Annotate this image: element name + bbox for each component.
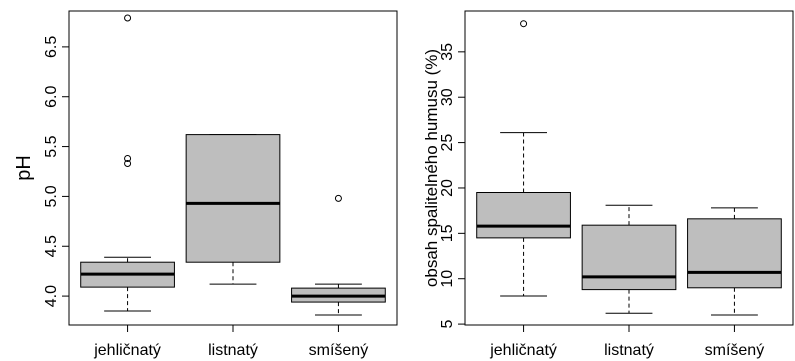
humus-y-axis-title: obsah spalitelného humusu (%) [422, 49, 441, 287]
ph-x-tick-label: jehličnatý [93, 342, 161, 359]
ph-y-tick-label: 5.5 [43, 135, 60, 157]
ph-y-tick-label: 6.0 [43, 86, 60, 108]
outlier-point [124, 160, 132, 168]
ph-y-tick-label: 6.5 [43, 36, 60, 58]
outlier-point [334, 194, 342, 202]
humus-y-tick-label: 15 [439, 224, 456, 242]
outlier-point [124, 155, 132, 163]
humus-y-tick-label: 30 [439, 88, 456, 106]
humus-box-3 [687, 207, 782, 316]
interquartile-box [185, 134, 281, 263]
outlier-point [520, 20, 528, 28]
ph-box-1 [80, 14, 175, 312]
ph-y-tick-label: 5.0 [43, 185, 60, 207]
ph-box-2 [185, 134, 281, 285]
humus-y-tick-label: 35 [439, 43, 456, 61]
ph-x-tick-label: smíšený [309, 342, 369, 359]
interquartile-box [581, 224, 677, 291]
humus-y-tick-label: 5 [439, 320, 456, 329]
interquartile-box [687, 218, 782, 289]
humus-box-2 [581, 204, 677, 314]
humus-y-tick-label: 25 [439, 134, 456, 152]
interquartile-box [476, 192, 571, 239]
ph-box-3 [291, 194, 386, 316]
ph-y-tick-label: 4.5 [43, 235, 60, 257]
humus-y-tick-label: 10 [439, 270, 456, 288]
ph-y-axis-title: pH [13, 155, 35, 181]
humus-x-tick-label: jehličnatý [489, 342, 557, 359]
ph-x-tick-label: listnatý [208, 342, 258, 359]
outlier-point [124, 14, 132, 22]
humus-x-tick-label: smíšený [705, 342, 765, 359]
humus-y-tick-label: 20 [439, 179, 456, 197]
humus-x-tick-label: listnatý [604, 342, 654, 359]
humus-box-1 [476, 20, 571, 297]
ph-y-tick-label: 4.0 [43, 285, 60, 307]
ph-boxplot-panel: 4.0 4.5 5.0 5.5 6.0 6.5 pH jehličnatý listnatý sm… [13, 10, 398, 359]
